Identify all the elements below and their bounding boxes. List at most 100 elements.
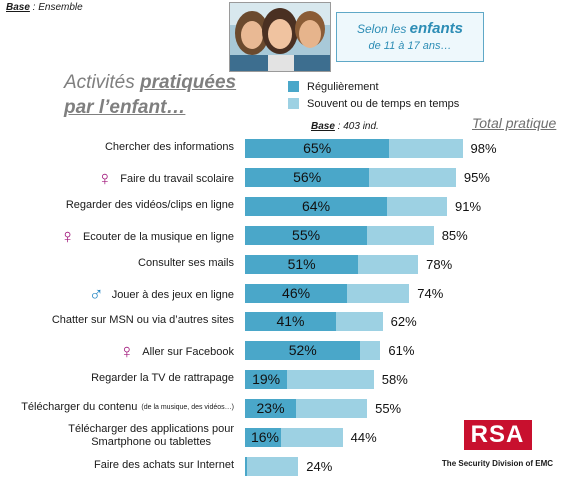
base-label: Base (6, 2, 30, 13)
legend: Régulièrement Souvent ou de temps en tem… (288, 78, 459, 112)
category-text: Chatter sur MSN ou via d’autres sites (51, 314, 234, 327)
badge-age-range: de 11 à 17 ans… (368, 40, 452, 52)
category-label: ♀ Aller sur Facebook (119, 341, 234, 364)
category-label: Regarder des vidéos/clips en ligne (66, 199, 234, 211)
category-text: Consulter ses mails (138, 256, 234, 269)
category-label: Télécharger des applications pour Smartph… (68, 423, 234, 449)
category-label: Faire des achats sur Internet (94, 459, 234, 471)
regulier-value-label: 51% (287, 255, 316, 272)
bar-regulier (245, 428, 281, 447)
title-underlined-1: pratiquées (140, 72, 237, 93)
title-underlined-2: par l’enfant… (64, 97, 186, 118)
bar-souvent (347, 283, 410, 303)
base-sample-value: : 403 ind. (334, 121, 379, 132)
chart-row: Chatter sur MSN ou via d’autres sites 41%… (0, 309, 566, 337)
badge-highlight: enfants (409, 20, 464, 37)
regulier-value-label: 16% (250, 429, 280, 445)
bar-regulier (245, 196, 388, 216)
total-value-label: 91% (455, 198, 482, 214)
category-text: Faire du travail scolaire (120, 172, 234, 185)
regulier-value-label: 41% (276, 313, 305, 330)
category-label: Consulter ses mails (138, 257, 234, 269)
teens-photo (229, 2, 331, 72)
total-value-label: 85% (441, 227, 468, 243)
category-label: ♂ Jouer à des jeux en ligne (88, 283, 234, 306)
bar-regulier (245, 399, 297, 419)
bar-souvent (358, 254, 419, 274)
category-label: Chercher des informations (105, 141, 234, 153)
category-label: ♀ Ecouter de la musique en ligne (59, 225, 234, 248)
bar-souvent (387, 196, 448, 216)
bar-regulier (245, 167, 370, 187)
regulier-value-label: 23% (256, 400, 285, 417)
chart-row: Regarder la TV de rattrapage 19% 58% (0, 367, 566, 395)
total-value-label: 44% (350, 430, 377, 445)
category-text: Faire des achats sur Internet (93, 458, 234, 471)
total-value-label: 78% (426, 256, 453, 272)
regulier-value-label: 56% (293, 168, 322, 185)
chart-row: Consulter ses mails 51% 78% (0, 252, 566, 280)
regulier-value-label: 19% (252, 371, 281, 388)
male-icon: ♂ (88, 283, 104, 306)
bar-souvent (360, 341, 381, 361)
bar-souvent (247, 456, 299, 476)
chart-row: ♀ Ecouter de la musique en ligne 55% 85% (0, 223, 566, 251)
total-value-label: 74% (417, 285, 444, 301)
rsa-logo: RSA The Security Division of EMC (435, 420, 560, 478)
bar-regulier (245, 312, 337, 332)
base-note-sample: Base : 403 ind. (311, 121, 379, 132)
category-text: Chercher des informations (104, 141, 234, 153)
category-text: Jouer à des jeux en ligne (111, 288, 234, 301)
title-plain: Activités (64, 72, 141, 93)
regulier-value-label: 65% (303, 140, 332, 156)
total-value-label: 98% (470, 141, 497, 156)
chart-row: Télécharger des applications pour Smartph… (0, 423, 566, 453)
category-text: Regarder des vidéos/clips en ligne (65, 198, 234, 211)
rsa-logo-mark: RSA (463, 420, 532, 450)
category-label: Regarder la TV de rattrapage (91, 372, 234, 384)
bar-souvent (296, 399, 368, 419)
category-note: (de la musique, des vidéos…) (141, 403, 234, 411)
bar-regulier (245, 139, 390, 158)
bar-souvent (369, 167, 456, 187)
category-text-line: Télécharger des applications pour (68, 423, 234, 435)
regulier-value-label: 55% (292, 226, 321, 243)
chart-row: ♀ Aller sur Facebook 52% 61% (0, 338, 566, 366)
bar-regulier (245, 225, 368, 245)
category-text: Télécharger du contenu (21, 401, 138, 414)
chart-row: ♀ Faire du travail scolaire 56% 95% (0, 165, 566, 193)
legend-swatch-souvent (288, 98, 299, 109)
total-value-label: 58% (381, 372, 408, 388)
legend-label-souvent: Souvent ou de temps en temps (307, 97, 460, 110)
bar-regulier (245, 456, 248, 476)
legend-swatch-regulier (288, 81, 299, 92)
chart-row: Chercher des informations 65% 98% (0, 136, 566, 164)
category-text: Regarder la TV de rattrapage (91, 372, 234, 385)
female-icon: ♀ (97, 167, 113, 190)
bar-regulier (245, 341, 361, 361)
total-header: Total pratique (472, 115, 557, 131)
category-label: ♀ Faire du travail scolaire (97, 167, 234, 190)
bar-souvent (336, 312, 383, 332)
female-icon: ♀ (59, 225, 75, 248)
female-icon: ♀ (119, 341, 135, 364)
regulier-value-label: 64% (302, 197, 331, 214)
chart-row: Télécharger du contenu (de la musique, de… (0, 396, 566, 424)
total-value-label: 62% (390, 314, 417, 330)
base-note-top: Base : Ensemble (6, 2, 83, 13)
base-sample-label: Base (311, 121, 335, 132)
regulier-value-label: 52% (288, 342, 317, 359)
badge-prefix: Selon les (356, 22, 410, 36)
category-label: Télécharger du contenu (de la musique, de… (21, 401, 234, 413)
chart-row: Regarder des vidéos/clips en ligne 64% 91% (0, 194, 566, 222)
bar-souvent (389, 139, 463, 158)
audience-badge: Selon les enfants de 11 à 17 ans… (336, 12, 484, 62)
bar-souvent (287, 370, 374, 390)
chart-row: ♂ Jouer à des jeux en ligne 46% 74% (0, 281, 566, 309)
category-text: Ecouter de la musique en ligne (82, 230, 234, 243)
category-text-line: Smartphone ou tablettes (91, 436, 212, 448)
bar-regulier (245, 254, 359, 274)
category-label: Chatter sur MSN ou via d’autres sites (52, 314, 234, 326)
legend-item-souvent: Souvent ou de temps en temps (288, 95, 459, 112)
total-value-label: 95% (463, 169, 490, 185)
